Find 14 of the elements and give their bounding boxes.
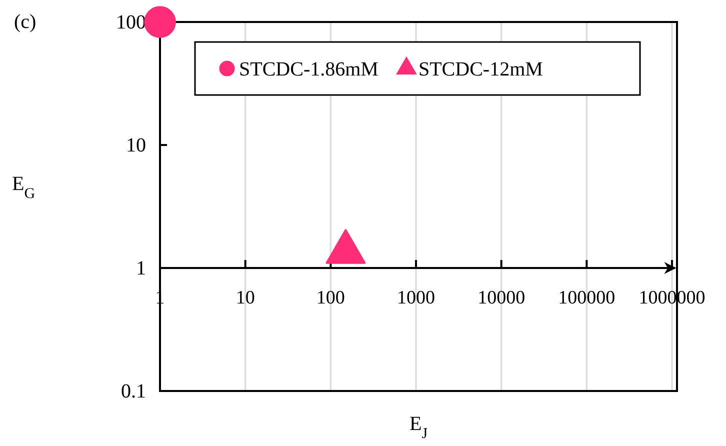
y-tick-label: 100: [116, 11, 146, 34]
x-tick-label: 10: [236, 287, 255, 308]
x-tick-label: 1000: [397, 287, 435, 308]
x-tick-label: 100000: [558, 287, 616, 308]
y-tick-label: 0.1: [121, 380, 146, 402]
legend-label: STCDC-1.86mM: [239, 58, 379, 80]
y-tick-label: 10: [126, 134, 146, 156]
x-tick-label: 100: [316, 287, 345, 308]
legend-label: STCDC-12mM: [418, 58, 544, 80]
y-tick-label: 1: [136, 257, 146, 280]
x-tick-label: 10000: [478, 287, 526, 308]
y-axis-title: E$_{G}$: [12, 173, 36, 202]
x-axis-title: E$_{J}$: [409, 413, 428, 442]
chart-title: (c): [14, 11, 36, 33]
